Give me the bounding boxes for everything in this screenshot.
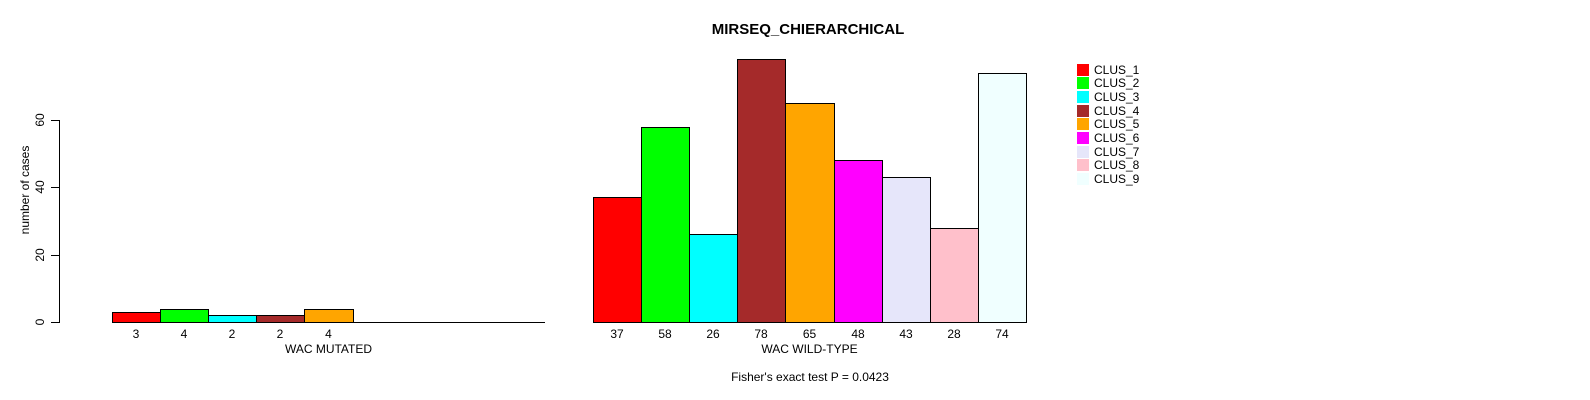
y-axis-label: number of cases	[18, 145, 32, 235]
legend-swatch-icon	[1077, 173, 1089, 186]
legend-label: CLUS_6	[1094, 131, 1140, 146]
bar-clus_1	[112, 312, 161, 323]
legend-label: CLUS_5	[1094, 117, 1140, 132]
y-tick	[51, 255, 59, 256]
legend-item-clus_1: CLUS_1	[1077, 63, 1139, 77]
legend-swatch-icon	[1077, 104, 1089, 117]
legend: CLUS_1 CLUS_2 CLUS_3 CLUS_4 CLUS_5 CLUS_6 CLUS…	[1077, 63, 1139, 186]
legend-swatch-icon	[1077, 145, 1089, 158]
bar-value-label: 78	[754, 327, 768, 341]
legend-swatch-icon	[1077, 118, 1089, 131]
legend-item-clus_7: CLUS_7	[1077, 145, 1139, 159]
legend-item-clus_8: CLUS_8	[1077, 159, 1139, 173]
legend-swatch-icon	[1077, 91, 1089, 104]
legend-label: CLUS_9	[1094, 172, 1140, 187]
bar-clus_9	[978, 73, 1027, 323]
bar-clus_5	[785, 103, 835, 323]
y-tick-label: 40	[33, 180, 47, 194]
bar-value-label: 48	[851, 327, 865, 341]
legend-swatch-icon	[1077, 63, 1089, 76]
legend-label: CLUS_7	[1094, 144, 1140, 159]
bar-value-label: 4	[180, 327, 188, 341]
y-axis-line	[59, 120, 60, 323]
legend-swatch-icon	[1077, 159, 1089, 172]
bar-clus_8	[930, 228, 979, 323]
y-tick	[51, 120, 59, 121]
bar-clus_1	[593, 197, 642, 323]
bar-value-label: 28	[947, 327, 961, 341]
bar-value-label: 2	[276, 327, 284, 341]
fisher-test-note: Fisher's exact test P = 0.0423	[731, 370, 889, 384]
group-label: WAC MUTATED	[284, 342, 373, 356]
bar-clus_4	[737, 59, 786, 323]
y-tick	[51, 322, 59, 323]
bar-clus_2	[160, 309, 209, 323]
legend-item-clus_3: CLUS_3	[1077, 90, 1139, 104]
bar-value-label: 4	[325, 327, 332, 341]
bar-clus_6	[834, 160, 883, 323]
bar-clus_2	[641, 127, 690, 323]
y-tick-label: 60	[33, 113, 47, 127]
bar-clus_3	[208, 315, 257, 323]
y-tick	[51, 187, 59, 188]
y-tick-label: 0	[33, 318, 47, 326]
legend-item-clus_5: CLUS_5	[1077, 118, 1139, 132]
bar-value-label: 58	[658, 327, 672, 341]
legend-swatch-icon	[1077, 132, 1089, 145]
bar-value-label: 3	[132, 327, 140, 341]
y-tick-label: 20	[33, 248, 47, 262]
legend-label: CLUS_4	[1094, 103, 1140, 118]
legend-label: CLUS_1	[1094, 62, 1140, 77]
legend-label: CLUS_2	[1094, 76, 1140, 91]
bar-clus_4	[256, 315, 305, 323]
bar-value-label: 37	[610, 327, 624, 341]
legend-swatch-icon	[1077, 77, 1089, 90]
chart-title: MIRSEQ_CHIERARCHICAL	[711, 21, 905, 38]
bar-value-label: 43	[899, 327, 913, 341]
bar-clus_7	[882, 177, 931, 323]
legend-item-clus_2: CLUS_2	[1077, 77, 1139, 91]
legend-item-clus_9: CLUS_9	[1077, 172, 1139, 186]
legend-item-clus_6: CLUS_6	[1077, 131, 1139, 145]
bar-value-label: 74	[995, 327, 1009, 341]
bar-value-label: 65	[802, 327, 817, 341]
bar-clus_3	[689, 234, 738, 323]
legend-label: CLUS_3	[1094, 90, 1140, 105]
group-label: WAC WILD-TYPE	[761, 342, 858, 356]
bar-clus_5	[304, 309, 354, 323]
legend-label: CLUS_8	[1094, 158, 1140, 173]
bar-value-label: 26	[706, 327, 720, 341]
bar-value-label: 2	[228, 327, 236, 341]
legend-item-clus_4: CLUS_4	[1077, 104, 1139, 118]
